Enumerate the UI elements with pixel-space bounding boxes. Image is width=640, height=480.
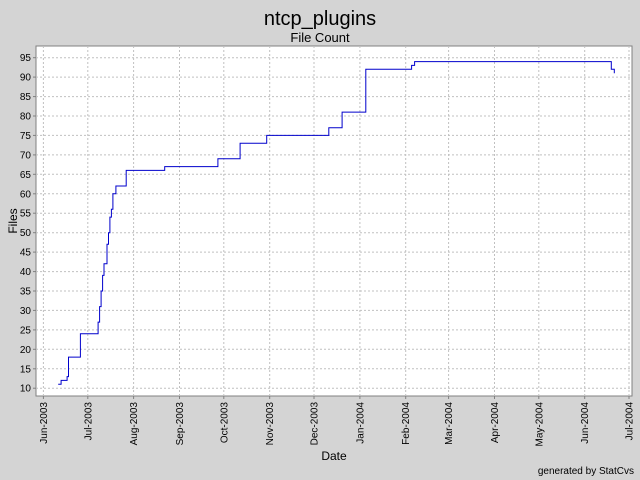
y-axis-ticks: 10 15 20 25 30 35 40 45 50 55 60 65 70 75 80 85 90 95: [20, 53, 36, 395]
x-tick-label: Apr-2004: [490, 402, 501, 444]
y-tick-label: 90: [20, 73, 32, 84]
x-tick-label: Sep-2003: [175, 402, 186, 446]
y-tick-label: 60: [20, 189, 32, 200]
footer-credit: generated by StatCvs: [537, 466, 634, 477]
x-tick-label: Aug-2003: [129, 402, 140, 446]
series-line: [58, 61, 615, 385]
y-tick-label: 95: [20, 53, 32, 64]
x-tick-label: Jun-2003: [39, 402, 50, 444]
y-tick-label: 25: [20, 325, 32, 336]
y-tick-label: 70: [20, 150, 32, 161]
x-tick-label: Jul-2003: [83, 402, 94, 441]
y-axis-label: Files: [6, 208, 20, 233]
x-axis-ticks: Jun-2003 Jul-2003 Aug-2003 Sep-2003 Oct-2003…: [39, 396, 636, 446]
x-tick-label: May-2004: [534, 402, 545, 447]
x-tick-label: Feb-2004: [401, 402, 412, 445]
y-tick-label: 30: [20, 306, 32, 317]
x-tick-label: Dec-2003: [310, 402, 321, 446]
chart-title: ntcp_plugins: [264, 8, 376, 30]
y-tick-label: 50: [20, 228, 32, 239]
plot-area: [35, 45, 633, 397]
x-tick-label: Jul-2004: [625, 402, 636, 441]
y-tick-label: 35: [20, 287, 32, 298]
x-axis-label: Date: [321, 449, 347, 463]
grid-lines: [36, 46, 632, 396]
y-tick-label: 80: [20, 112, 32, 123]
y-tick-label: 20: [20, 345, 32, 356]
y-tick-label: 75: [20, 131, 32, 142]
chart-subtitle: File Count: [290, 30, 350, 45]
x-tick-label: Oct-2003: [219, 402, 230, 444]
y-tick-label: 45: [20, 248, 32, 259]
x-tick-label: Nov-2003: [265, 402, 276, 446]
y-tick-label: 65: [20, 170, 32, 181]
y-tick-label: 15: [20, 364, 32, 375]
y-tick-label: 40: [20, 267, 32, 278]
y-tick-label: 10: [20, 384, 32, 395]
x-tick-label: Mar-2004: [444, 402, 455, 445]
y-tick-label: 55: [20, 209, 32, 220]
x-tick-label: Jan-2004: [355, 402, 366, 444]
x-tick-label: Jun-2004: [580, 402, 591, 444]
y-tick-label: 85: [20, 92, 32, 103]
